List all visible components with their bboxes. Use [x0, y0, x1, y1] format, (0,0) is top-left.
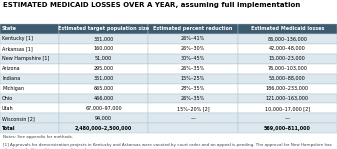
Text: 26%–35%: 26%–35% [181, 66, 205, 71]
Bar [148, 24, 238, 34]
Bar [0, 24, 59, 34]
Bar [148, 54, 238, 64]
Bar [59, 54, 148, 64]
Text: Wisconsin [2]: Wisconsin [2] [2, 116, 35, 121]
Text: 51,000: 51,000 [95, 56, 112, 61]
Bar [148, 113, 238, 123]
Text: [1] Approvals for demonstration projects in Kentucky and Arkansas were vacated b: [1] Approvals for demonstration projects… [3, 143, 332, 149]
Text: 2,480,000–2,500,000: 2,480,000–2,500,000 [75, 126, 132, 131]
Text: State: State [2, 26, 17, 31]
Text: 26%–41%: 26%–41% [181, 36, 205, 41]
Bar [59, 24, 148, 34]
Bar [59, 113, 148, 123]
Text: 28%–35%: 28%–35% [181, 86, 205, 91]
Bar [148, 104, 238, 113]
Bar [238, 113, 337, 123]
Bar [0, 104, 59, 113]
Bar [59, 84, 148, 94]
Text: 665,000: 665,000 [93, 86, 114, 91]
Text: 351,000: 351,000 [93, 76, 114, 81]
Bar [238, 44, 337, 54]
Bar [59, 44, 148, 54]
Bar [238, 64, 337, 74]
Bar [148, 64, 238, 74]
Text: 10,000–17,000 [2]: 10,000–17,000 [2] [265, 106, 310, 111]
Bar [238, 84, 337, 94]
Text: 331,000: 331,000 [93, 36, 114, 41]
Bar [238, 104, 337, 113]
Text: 53,000–88,000: 53,000–88,000 [269, 76, 306, 81]
Bar [0, 123, 59, 133]
Bar [0, 113, 59, 123]
Text: —: — [285, 116, 290, 121]
Text: 160,000: 160,000 [93, 46, 114, 51]
Text: Arkansas [1]: Arkansas [1] [2, 46, 33, 51]
Bar [238, 24, 337, 34]
Bar [238, 54, 337, 64]
Bar [0, 34, 59, 44]
Text: Total: Total [2, 126, 16, 131]
Text: 15,000–23,000: 15,000–23,000 [269, 56, 306, 61]
Bar [0, 74, 59, 84]
Bar [238, 94, 337, 104]
Text: Michigan: Michigan [2, 86, 24, 91]
Text: 121,000–163,000: 121,000–163,000 [266, 96, 309, 101]
Bar [238, 34, 337, 44]
Bar [0, 84, 59, 94]
Bar [148, 123, 238, 133]
Bar [59, 34, 148, 44]
Text: Estimated percent reduction: Estimated percent reduction [153, 26, 233, 31]
Bar [148, 34, 238, 44]
Bar [148, 74, 238, 84]
Text: Kentucky [1]: Kentucky [1] [2, 36, 33, 41]
Text: 67,000–97,000: 67,000–97,000 [85, 106, 122, 111]
Text: 15%–20% [2]: 15%–20% [2] [177, 106, 209, 111]
Bar [148, 94, 238, 104]
Text: 76,000–103,000: 76,000–103,000 [267, 66, 307, 71]
Text: 26%–30%: 26%–30% [181, 46, 205, 51]
Text: 30%–45%: 30%–45% [181, 56, 205, 61]
Bar [0, 94, 59, 104]
Bar [238, 74, 337, 84]
Bar [59, 74, 148, 84]
Text: 42,000–48,000: 42,000–48,000 [269, 46, 306, 51]
Text: 569,000–811,000: 569,000–811,000 [264, 126, 311, 131]
Bar [59, 64, 148, 74]
Text: 26%–35%: 26%–35% [181, 96, 205, 101]
Text: 15%–25%: 15%–25% [181, 76, 205, 81]
Text: Notes: See appendix for methods.: Notes: See appendix for methods. [3, 135, 73, 139]
Text: New Hampshire [1]: New Hampshire [1] [2, 56, 50, 61]
Bar [148, 44, 238, 54]
Text: ESTIMATED MEDICAID LOSSES OVER A YEAR, assuming full implementation: ESTIMATED MEDICAID LOSSES OVER A YEAR, a… [3, 2, 300, 8]
Text: 295,000: 295,000 [94, 66, 114, 71]
Bar [59, 94, 148, 104]
Text: —: — [190, 116, 195, 121]
Bar [59, 123, 148, 133]
Text: Utah: Utah [2, 106, 13, 111]
Bar [59, 104, 148, 113]
Bar [0, 64, 59, 74]
Text: 86,000–136,000: 86,000–136,000 [267, 36, 307, 41]
Text: Indiana: Indiana [2, 76, 20, 81]
Text: 94,000: 94,000 [95, 116, 112, 121]
Bar [238, 123, 337, 133]
Bar [0, 44, 59, 54]
Text: Estimated target population size: Estimated target population size [58, 26, 149, 31]
Text: Arizona: Arizona [2, 66, 21, 71]
Text: Ohio: Ohio [2, 96, 13, 101]
Text: 186,000–233,000: 186,000–233,000 [266, 86, 309, 91]
Bar [148, 84, 238, 94]
Text: Estimated Medicaid losses: Estimated Medicaid losses [251, 26, 324, 31]
Text: 466,000: 466,000 [93, 96, 114, 101]
Bar [0, 54, 59, 64]
